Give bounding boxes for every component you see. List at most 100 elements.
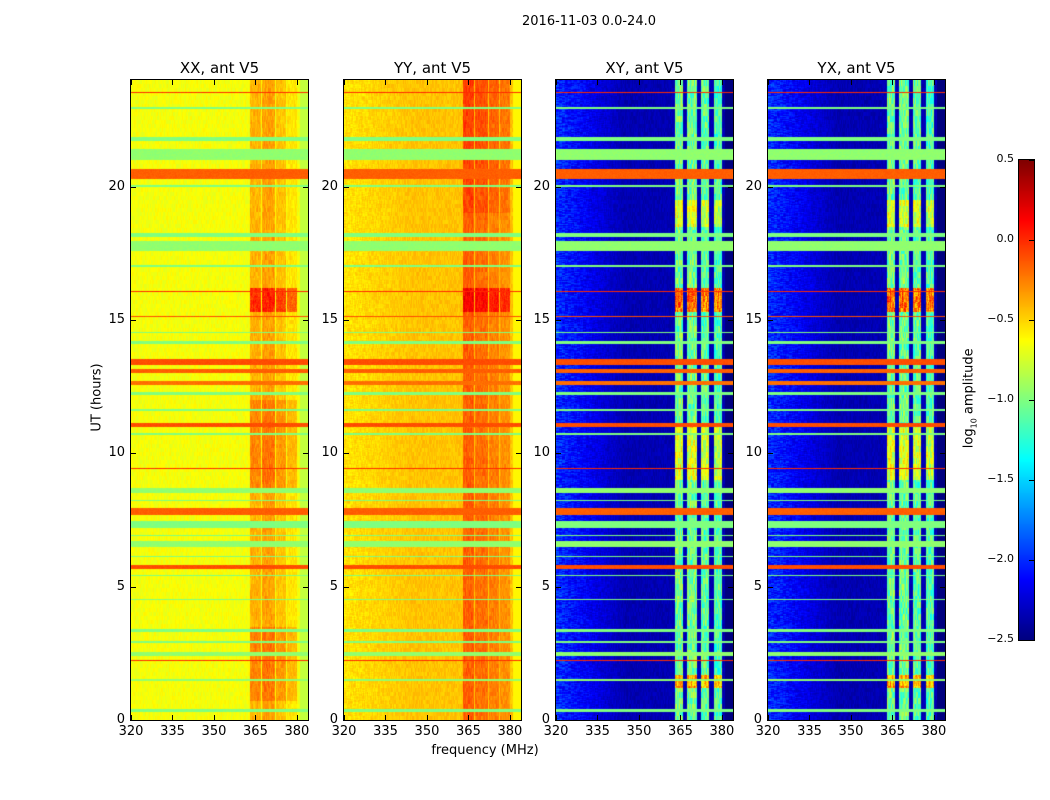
- colorbar-tick-label: −1.0: [987, 392, 1014, 405]
- x-tick-label: 350: [201, 724, 227, 739]
- y-tick-label: 10: [745, 445, 762, 461]
- x-tick-label: 320: [331, 724, 357, 739]
- x-tick-mark: [933, 715, 935, 720]
- heatmap-canvas-yy: [344, 80, 521, 720]
- y-tick-mark: [940, 186, 945, 188]
- x-tick-label: 320: [755, 724, 781, 739]
- colorbar: [1018, 159, 1035, 641]
- x-tick-label: 380: [284, 724, 310, 739]
- x-tick-label: 320: [543, 724, 569, 739]
- y-tick-label: 15: [745, 312, 762, 327]
- x-axis-label: frequency (MHz): [431, 743, 539, 758]
- y-tick-label: 15: [321, 312, 338, 327]
- x-tick-mark: [344, 80, 345, 85]
- x-tick-mark: [721, 80, 723, 85]
- heatmap-xy: [555, 79, 734, 721]
- x-tick-label: 365: [456, 724, 481, 739]
- y-tick-mark: [516, 720, 521, 721]
- x-tick-label: 350: [838, 724, 864, 739]
- y-tick-mark: [131, 453, 136, 455]
- y-tick-label: 0: [116, 712, 125, 727]
- panel-title-xx: XX, ant V5: [179, 59, 260, 77]
- y-tick-label: 5: [753, 578, 762, 594]
- x-tick-mark: [213, 80, 215, 85]
- y-tick-mark: [303, 320, 308, 321]
- y-tick-mark: [131, 320, 136, 321]
- x-tick-mark: [213, 715, 215, 720]
- y-tick-mark: [768, 320, 773, 321]
- x-tick-mark: [385, 715, 387, 720]
- colorbar-tick-label: 0.5: [996, 152, 1015, 165]
- y-tick-mark: [516, 186, 521, 188]
- y-tick-mark: [728, 320, 733, 321]
- x-tick-mark: [850, 80, 852, 85]
- x-tick-mark: [768, 715, 769, 720]
- x-tick-mark: [892, 80, 894, 85]
- heatmap-canvas-yx: [768, 80, 945, 720]
- x-tick-label: 380: [921, 724, 947, 739]
- y-tick-mark: [768, 453, 773, 455]
- y-tick-mark: [344, 320, 349, 321]
- y-tick-mark: [768, 586, 773, 588]
- colorbar-tick-label: −0.5: [987, 312, 1014, 325]
- y-tick-mark: [344, 720, 349, 721]
- x-tick-mark: [255, 80, 257, 85]
- x-tick-mark: [638, 715, 640, 720]
- y-tick-mark: [768, 186, 773, 188]
- y-tick-label: 10: [533, 445, 550, 461]
- x-tick-mark: [172, 715, 174, 720]
- y-tick-mark: [940, 453, 945, 455]
- x-tick-mark: [597, 715, 599, 720]
- y-tick-mark: [344, 586, 349, 588]
- colorbar-tick-mark: [1029, 160, 1034, 161]
- y-tick-label: 20: [745, 178, 762, 194]
- colorbar-gradient: [1019, 160, 1034, 640]
- panel-title-yy: YY, ant V5: [393, 59, 471, 77]
- y-tick-mark: [556, 186, 561, 188]
- x-tick-mark: [933, 80, 935, 85]
- y-tick-mark: [131, 720, 136, 721]
- x-tick-mark: [680, 715, 682, 720]
- x-tick-mark: [556, 80, 557, 85]
- y-tick-mark: [940, 586, 945, 588]
- y-tick-label: 15: [533, 312, 550, 327]
- colorbar-tick-label: 0.0: [996, 232, 1015, 245]
- y-tick-mark: [516, 586, 521, 588]
- y-tick-label: 20: [321, 178, 338, 194]
- x-tick-mark: [468, 715, 470, 720]
- heatmap-yx: [767, 79, 946, 721]
- x-tick-mark: [131, 715, 132, 720]
- figure-title: 2016-11-03 0.0-24.0: [522, 14, 656, 29]
- x-tick-label: 335: [797, 724, 822, 739]
- panel-title-xy: XY, ant V5: [605, 59, 684, 77]
- y-tick-label: 0: [329, 712, 338, 727]
- y-tick-mark: [303, 586, 308, 588]
- x-tick-mark: [892, 715, 894, 720]
- y-tick-mark: [303, 453, 308, 455]
- colorbar-label-log: log: [961, 428, 977, 449]
- y-tick-mark: [344, 453, 349, 455]
- x-tick-mark: [255, 715, 257, 720]
- heatmap-canvas-xx: [131, 80, 308, 720]
- colorbar-tick-label: −2.5: [987, 632, 1014, 645]
- y-tick-mark: [516, 453, 521, 455]
- y-tick-label: 10: [108, 445, 125, 461]
- x-tick-label: 365: [668, 724, 693, 739]
- y-tick-mark: [728, 720, 733, 721]
- y-tick-mark: [940, 320, 945, 321]
- y-tick-label: 5: [541, 578, 550, 594]
- colorbar-label-rest: amplitude: [961, 348, 977, 419]
- x-tick-label: 380: [497, 724, 523, 739]
- x-tick-mark: [721, 715, 723, 720]
- y-tick-mark: [303, 186, 308, 188]
- x-tick-mark: [468, 80, 470, 85]
- y-tick-mark: [556, 453, 561, 455]
- colorbar-tick-label: −2.0: [987, 552, 1014, 565]
- y-tick-label: 20: [108, 178, 125, 194]
- heatmap-yy: [343, 79, 522, 721]
- x-tick-label: 365: [243, 724, 268, 739]
- colorbar-tick-mark: [1029, 560, 1034, 561]
- x-tick-mark: [638, 80, 640, 85]
- x-tick-mark: [597, 80, 599, 85]
